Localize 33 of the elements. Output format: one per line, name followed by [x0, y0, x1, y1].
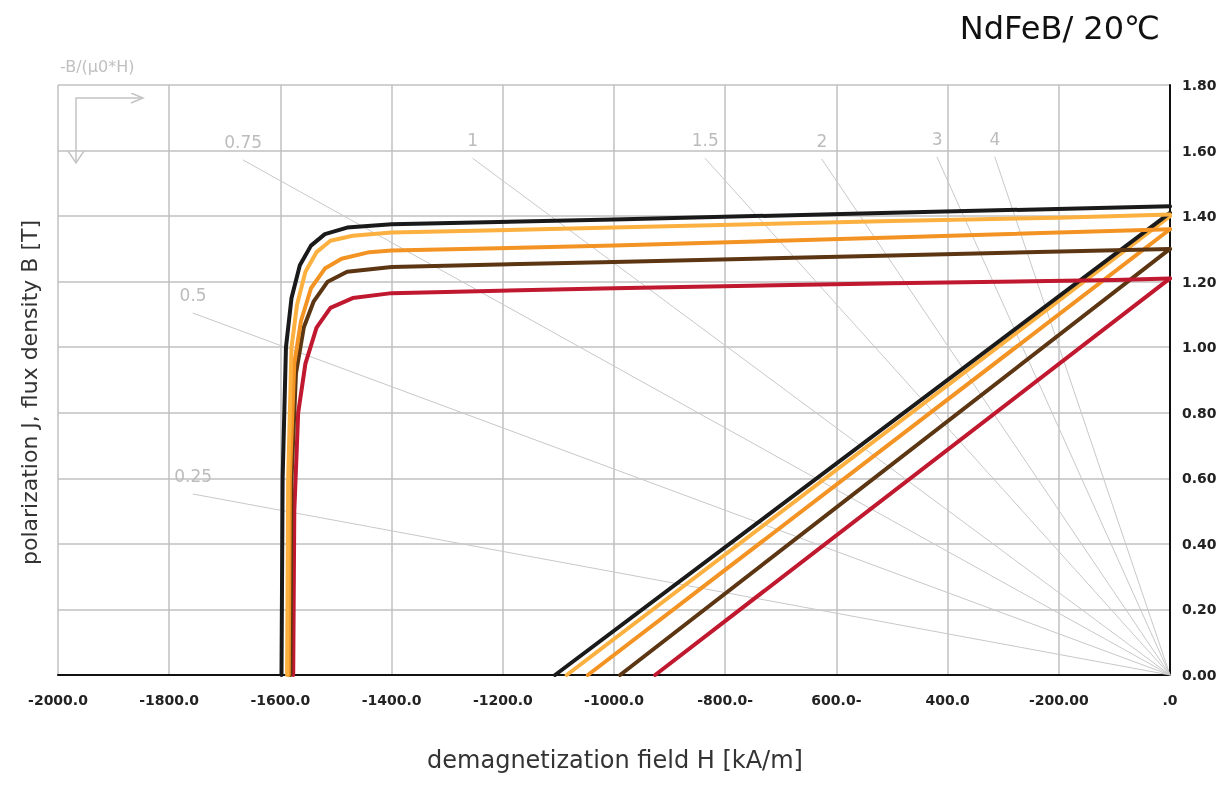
x-tick-label: .0 — [1162, 692, 1178, 708]
x-tick-label: -1000.0 — [584, 692, 645, 708]
series-label: 4 — [989, 128, 1001, 149]
series-label: 2 — [816, 130, 828, 151]
chart-title: NdFeB/ 20℃ — [959, 9, 1160, 47]
y-axis-title: polarization J, flux density B [T] — [16, 220, 42, 565]
y-tick-label: 1.00 — [1182, 339, 1217, 356]
x-tick-label: -1800.0 — [139, 692, 200, 708]
text: -B/(μ0*H) — [60, 56, 135, 76]
y-tick-label: 0.80 — [1182, 404, 1217, 421]
series-label: 0.25 — [174, 465, 213, 486]
series-label: 1.5 — [691, 129, 719, 150]
y-tick-label: 1.60 — [1182, 142, 1217, 159]
x-tick-label: -1400.0 — [361, 692, 422, 708]
x-tick-label: -2000.0 — [28, 692, 89, 708]
series-label: 1 — [467, 129, 479, 150]
x-axis-title: demagnetization field H [kA/m] — [427, 746, 803, 774]
series-label: 3 — [931, 128, 943, 149]
y-tick-label: 0.00 — [1182, 667, 1217, 683]
series-label: 0.75 — [224, 131, 263, 152]
x-tick-label: -1200.0 — [472, 692, 533, 708]
x-tick-label: -800.0- — [697, 692, 754, 708]
x-tick-label: -200.00 — [1028, 692, 1089, 708]
y-tick-label: 0.40 — [1182, 535, 1217, 552]
x-tick-label: -1600.0 — [250, 692, 311, 708]
y-tick-label: 1.80 — [1182, 77, 1217, 93]
x-tick-label: 400.0 — [925, 692, 970, 708]
y-tick-label: 1.20 — [1182, 273, 1217, 290]
y-tick-label: 0.60 — [1182, 470, 1217, 487]
series-label: 0.5 — [179, 284, 207, 305]
y-tick-label: 1.40 — [1182, 208, 1217, 225]
x-tick-label: 600.0- — [811, 692, 862, 708]
y-tick-label: 0.20 — [1182, 601, 1217, 618]
